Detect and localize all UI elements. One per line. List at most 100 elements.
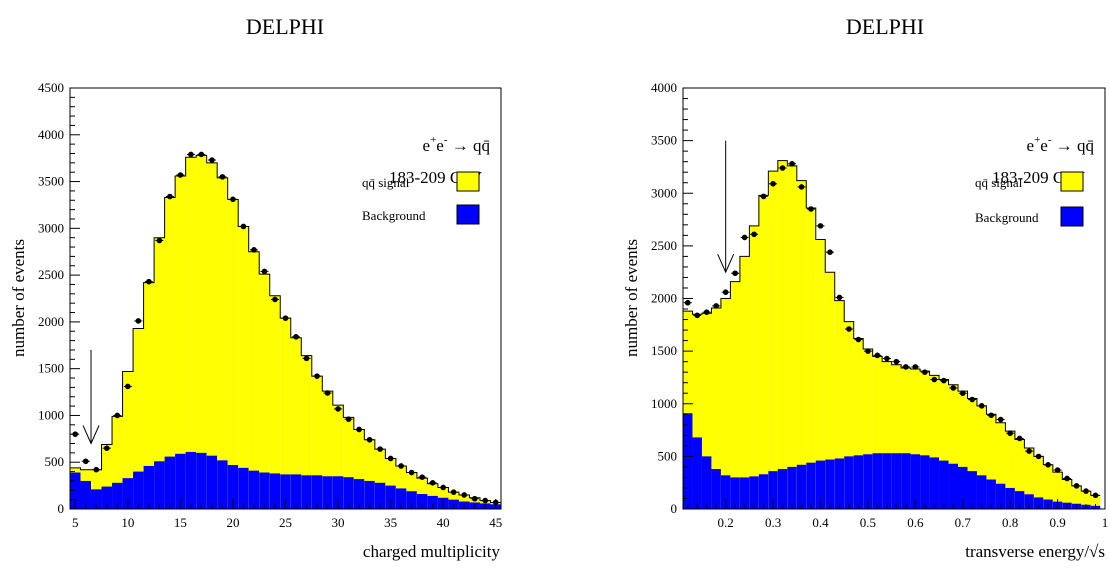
data-point <box>450 489 457 495</box>
signal-bar <box>1081 491 1091 509</box>
data-point <box>125 383 131 390</box>
data-point <box>93 466 100 473</box>
process-label-part: - <box>1048 134 1052 146</box>
signal-bar <box>834 300 845 509</box>
background-bar <box>882 453 892 509</box>
y-tick-label: 4000 <box>38 127 64 142</box>
signal-bar <box>269 295 281 509</box>
y-axis-label: number of events <box>9 239 28 357</box>
data-point <box>440 484 446 491</box>
signal-bar <box>238 226 249 509</box>
background-bar <box>1014 491 1025 509</box>
background-bar <box>269 473 281 509</box>
signal-bar <box>787 165 797 509</box>
background-bar <box>815 460 826 509</box>
signal-bar <box>154 237 165 509</box>
data-points <box>71 151 500 506</box>
data-point <box>770 180 776 187</box>
data-point <box>722 289 729 295</box>
data-point <box>103 445 110 451</box>
background-bar <box>206 455 218 509</box>
x-tick-label: 5 <box>72 515 79 530</box>
data-point <box>817 223 824 229</box>
background-bar <box>101 486 113 509</box>
signal-bar <box>227 199 239 509</box>
x-tick-label: 0.5 <box>860 515 876 530</box>
data-point <box>324 390 331 396</box>
background-bar <box>343 477 354 509</box>
background-bar <box>863 454 873 509</box>
x-tick-label: 10 <box>121 515 134 530</box>
x-tick-label: 0.2 <box>718 515 734 530</box>
x-tick-label: 25 <box>279 515 292 530</box>
y-tick-label: 500 <box>45 454 65 469</box>
data-point <box>251 247 257 253</box>
data-point <box>303 355 310 362</box>
signal-bar <box>290 337 302 509</box>
legend-background-swatch <box>456 204 480 225</box>
x-tick-label: 40 <box>437 515 450 530</box>
x-axis: 5 10 15 20 25 30 35 40 45 <box>72 499 502 530</box>
data-point <box>177 172 184 178</box>
data-point <box>1054 467 1061 473</box>
chart-panel-charged-multiplicity: DELPHI 0 500 1000 1500 2000 2500 3000 3500 4000 45… <box>9 14 502 561</box>
data-point <box>1064 475 1070 482</box>
signal-bar <box>248 251 260 509</box>
signal-bar <box>1071 485 1082 509</box>
y-tick-label: 2000 <box>38 314 64 329</box>
histogram-bars <box>70 155 501 510</box>
signal-bar <box>768 171 778 509</box>
data-point <box>272 296 278 303</box>
signal-bar <box>929 375 940 509</box>
background-bar <box>891 453 902 509</box>
y-tick-label: 500 <box>658 448 678 463</box>
background-bar <box>164 456 176 509</box>
background-bar <box>280 474 291 509</box>
signal-bar <box>217 177 228 509</box>
data-point <box>82 458 89 465</box>
data-points <box>683 160 1100 499</box>
data-point <box>846 326 852 332</box>
data-point <box>1045 461 1051 468</box>
signal-bar <box>332 405 344 509</box>
signal-bar <box>882 361 892 509</box>
background-bar <box>825 459 835 509</box>
y-tick-label: 4000 <box>651 80 677 95</box>
background-bar <box>238 467 249 509</box>
background-bar <box>958 466 968 509</box>
signal-bar <box>185 157 197 509</box>
data-point <box>988 412 995 419</box>
background-bar <box>353 479 365 509</box>
data-point <box>387 455 394 462</box>
background-bar <box>995 483 1006 509</box>
background-bar <box>374 482 386 509</box>
data-point <box>751 231 757 238</box>
y-axis: 0 500 1000 1500 2000 2500 3000 3500 4000 4500 <box>38 80 80 516</box>
y-tick-label: 1500 <box>38 361 64 376</box>
background-bar <box>112 482 123 509</box>
background-bar <box>175 453 186 509</box>
data-point <box>314 373 320 379</box>
data-point <box>732 270 738 277</box>
data-point <box>694 312 701 319</box>
y-tick-label: 2500 <box>651 238 677 253</box>
data-point <box>903 364 909 370</box>
data-point <box>922 369 928 375</box>
background-bar <box>395 488 407 509</box>
data-point <box>282 315 289 321</box>
background-bar <box>920 455 930 509</box>
background-bar <box>427 495 438 509</box>
legend-signal-label: qq̄ signal <box>975 175 1023 190</box>
data-point <box>209 157 215 163</box>
chart-title: DELPHI <box>246 14 324 39</box>
data-point <box>912 364 919 370</box>
x-tick-label: 30 <box>332 515 345 530</box>
chart-panel-transverse-energy: DELPHI 0 500 1000 1500 2000 2500 3000 3500 4000 0.… <box>555 0 1110 571</box>
legend-signal-swatch <box>1060 171 1084 192</box>
background-bar <box>301 475 312 509</box>
data-point <box>1083 488 1089 494</box>
background-bar <box>683 413 693 509</box>
signal-bar <box>976 405 987 509</box>
signal-bar <box>939 379 949 509</box>
data-point <box>335 406 341 412</box>
